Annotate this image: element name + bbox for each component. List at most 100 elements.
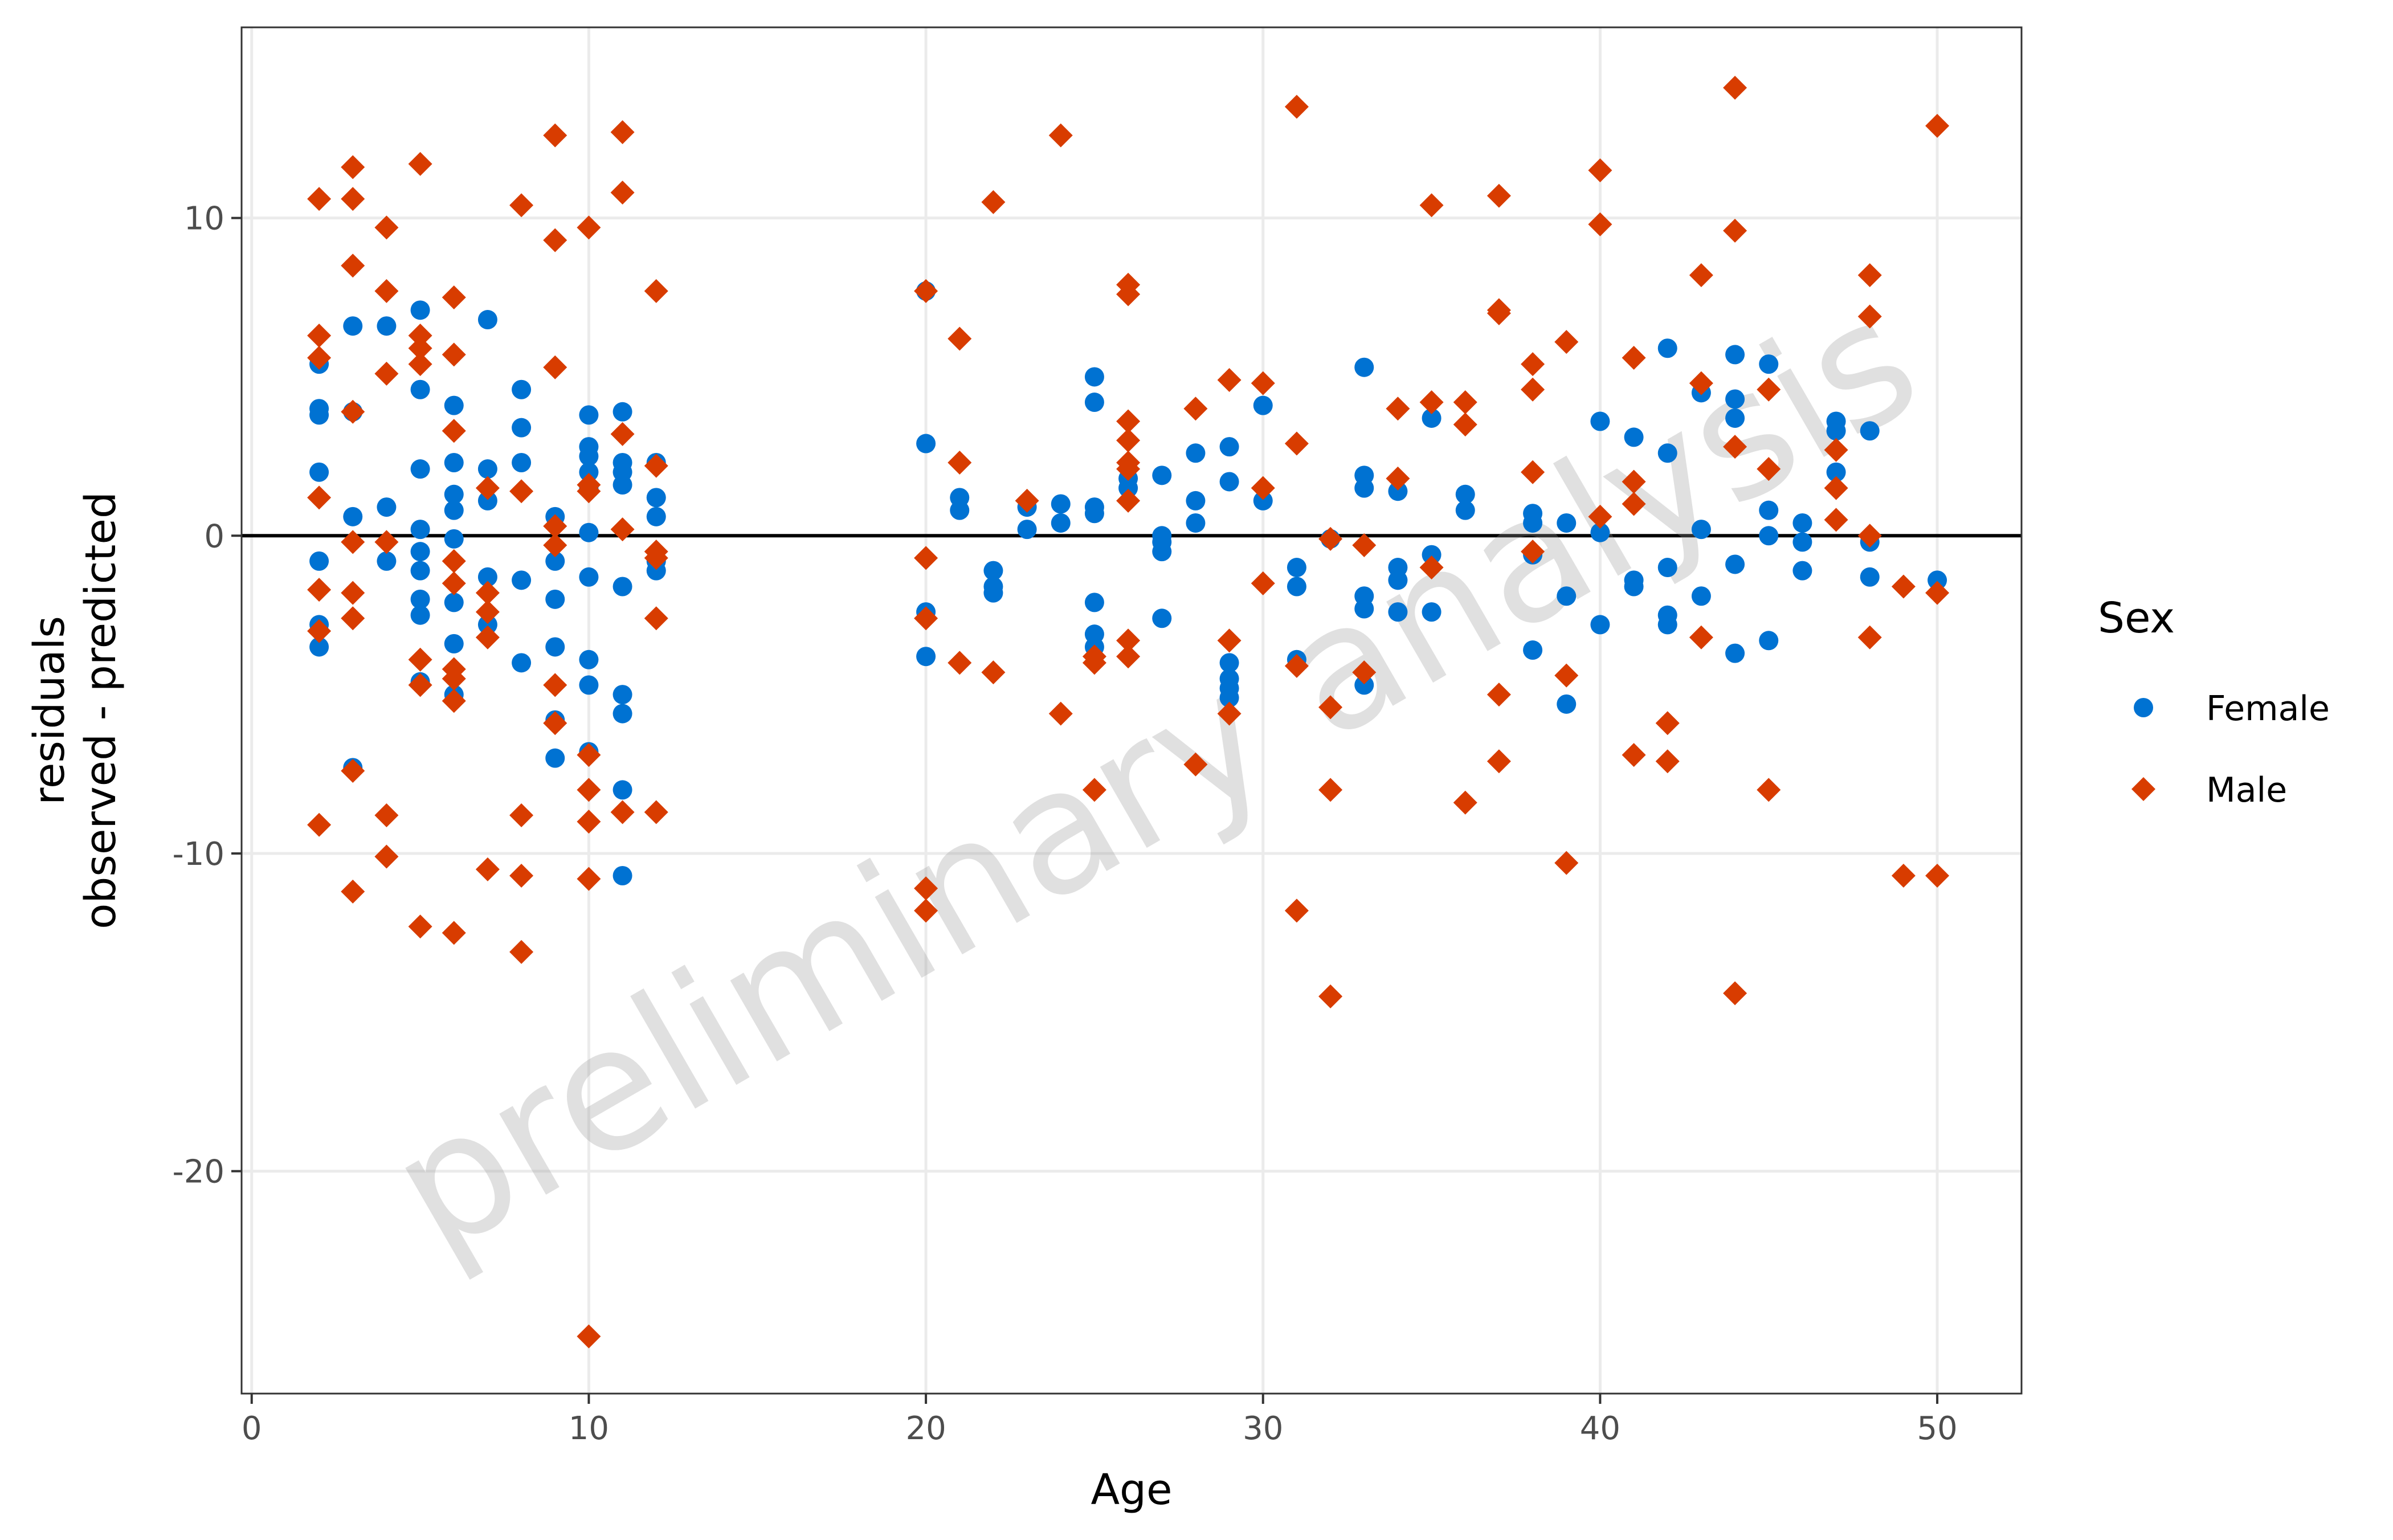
point-male <box>914 606 938 631</box>
point-male <box>543 673 567 697</box>
point-female <box>646 561 666 581</box>
point-female <box>512 653 532 673</box>
point-female <box>377 316 397 336</box>
point-male <box>1857 263 1882 287</box>
point-male <box>1622 345 1646 370</box>
point-female <box>1253 395 1273 415</box>
point-male <box>374 215 399 240</box>
point-male <box>307 323 332 348</box>
point-female <box>1388 570 1408 590</box>
point-female <box>1084 367 1104 387</box>
point-male <box>1554 663 1579 688</box>
point-male <box>914 898 938 923</box>
point-male <box>1891 863 1916 888</box>
point-male <box>1453 390 1477 415</box>
point-female <box>1725 345 1745 365</box>
point-male <box>1419 390 1444 415</box>
point-male <box>475 600 500 624</box>
point-female <box>1657 558 1677 578</box>
point-female <box>1657 338 1677 358</box>
point-female <box>1422 602 1441 622</box>
point-female <box>1624 427 1644 447</box>
point-female <box>410 542 430 562</box>
point-male <box>1183 752 1208 777</box>
point-female <box>545 748 565 768</box>
point-male <box>374 530 399 554</box>
point-male <box>307 578 332 602</box>
point-female <box>1691 520 1711 540</box>
point-male <box>1284 95 1309 119</box>
point-male <box>307 187 332 211</box>
point-male <box>1925 863 1950 888</box>
point-male <box>1521 377 1545 402</box>
point-male <box>1318 984 1343 1008</box>
point-male <box>442 667 466 691</box>
legend-key-female-circle <box>2134 698 2153 717</box>
point-male <box>374 844 399 869</box>
point-female <box>410 561 430 581</box>
point-female <box>646 488 666 508</box>
point-male <box>1386 397 1410 421</box>
x-tick-label: 0 <box>242 1410 262 1447</box>
point-male <box>1521 460 1545 484</box>
point-male <box>341 254 365 278</box>
legend-key-male-diamond <box>2131 777 2155 801</box>
point-male <box>1048 701 1073 726</box>
point-male <box>307 345 332 370</box>
point-female <box>1759 354 1779 374</box>
point-male <box>408 673 432 697</box>
point-female <box>477 310 497 330</box>
point-male <box>981 660 1006 685</box>
x-tick-label: 40 <box>1580 1410 1620 1447</box>
point-male <box>1824 476 1848 500</box>
point-male <box>1554 330 1579 354</box>
point-male <box>341 879 365 904</box>
point-male <box>341 530 365 554</box>
point-female <box>1051 513 1071 533</box>
point-female <box>1725 408 1745 428</box>
point-male <box>644 800 668 824</box>
point-male <box>577 1324 601 1349</box>
point-female <box>377 551 397 571</box>
point-male <box>408 914 432 939</box>
point-male <box>1352 533 1377 558</box>
point-female <box>1691 586 1711 606</box>
point-male <box>1048 123 1073 148</box>
y-axis-title-line-2: observed - predicted <box>76 492 125 929</box>
point-male <box>543 228 567 252</box>
point-male <box>1891 574 1916 599</box>
point-male <box>1857 304 1882 329</box>
point-female <box>950 500 970 520</box>
point-female <box>1557 513 1577 533</box>
point-male <box>1419 555 1444 580</box>
point-female <box>410 520 430 540</box>
legend-title: Sex <box>2098 594 2175 643</box>
x-tick-label: 50 <box>1917 1410 1957 1447</box>
point-female <box>1523 640 1543 660</box>
point-male <box>1622 469 1646 494</box>
point-female <box>545 589 565 609</box>
point-female <box>579 567 599 587</box>
point-male <box>1925 581 1950 605</box>
point-female <box>579 650 599 669</box>
point-female <box>1219 688 1239 708</box>
point-male <box>577 778 601 802</box>
point-male <box>475 581 500 605</box>
point-female <box>377 497 397 517</box>
point-male <box>1857 524 1882 548</box>
point-male <box>1453 790 1477 815</box>
point-male <box>1116 428 1141 452</box>
point-female <box>444 453 464 473</box>
point-female <box>1792 561 1812 581</box>
point-male <box>1757 778 1781 802</box>
point-male <box>307 812 332 837</box>
point-female <box>410 605 430 625</box>
point-male <box>577 867 601 891</box>
point-female <box>1826 462 1846 482</box>
point-male <box>442 689 466 713</box>
point-male <box>1723 75 1747 100</box>
point-female <box>983 561 1003 581</box>
point-male <box>1689 625 1713 650</box>
point-female <box>1792 513 1812 533</box>
y-axis-title-line-1: residuals <box>25 616 74 805</box>
